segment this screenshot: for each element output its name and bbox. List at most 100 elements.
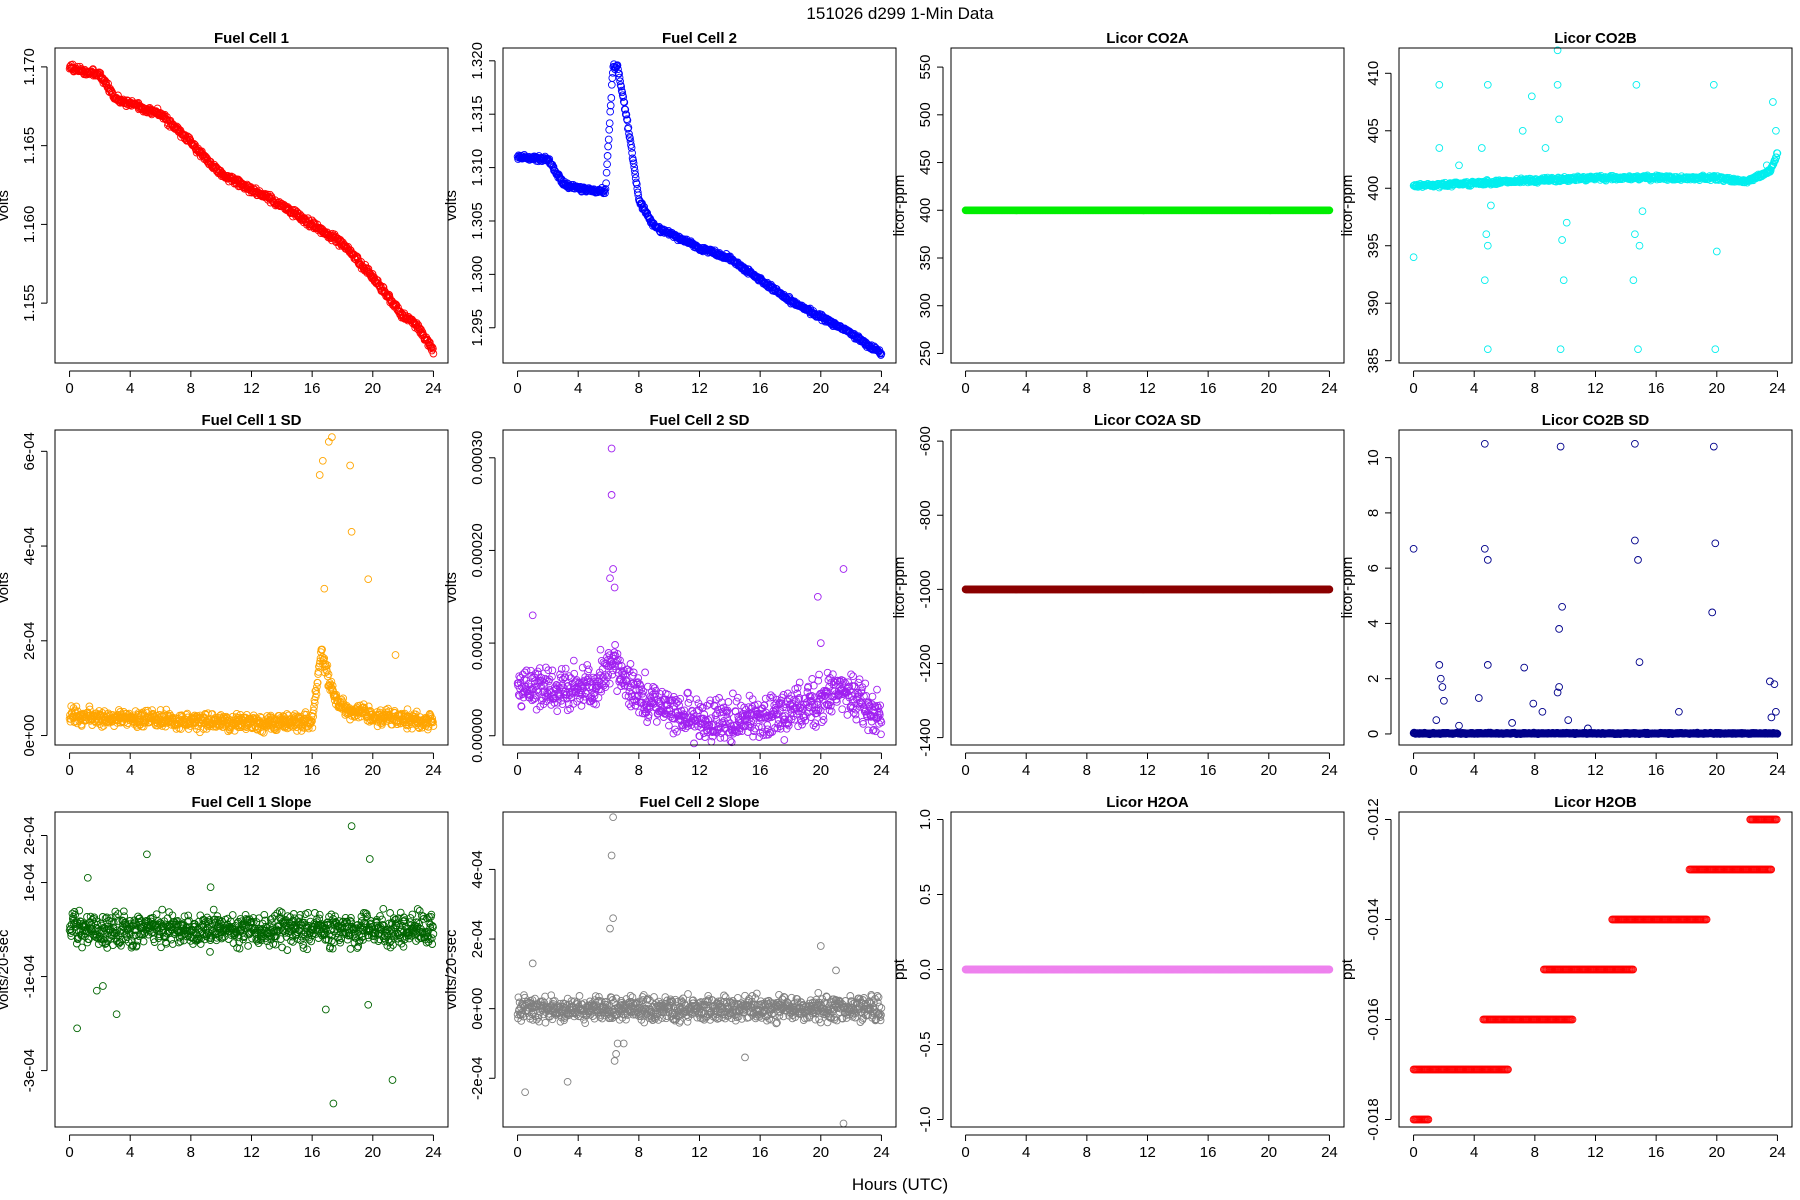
fuel-cell-2-y-tick-label: 1.295 — [469, 309, 486, 347]
fuel-cell-2-point — [618, 88, 627, 97]
fuel-cell-1-y-tick-label: 1.170 — [21, 48, 38, 86]
fuel-cell-2-y-label: volts — [443, 190, 460, 221]
licor-co2b-point — [1409, 253, 1418, 262]
fuel-cell-2-sd-point — [643, 718, 651, 726]
fuel-cell-2-sd-y-tick-label: 0.00000 — [469, 709, 486, 763]
fuel-cell-2-y-tick-label: 1.305 — [469, 202, 486, 240]
licor-co2a-point — [1325, 206, 1334, 215]
licor-co2a-y-tick-label: 450 — [917, 150, 934, 175]
licor-co2a-sd-panel: Licor CO2A SD0 4 8 12 16 20 24-1400-1200-1000-… — [891, 412, 1345, 779]
fuel-cell-2-sd-point — [548, 666, 557, 675]
fuel-cell-2-sd-point — [838, 705, 847, 714]
fuel-cell-2-point — [631, 170, 640, 179]
fuel-cell-2-point — [628, 149, 636, 157]
fuel-cell-2-x-tick-label: 8 — [635, 380, 643, 397]
licor-co2b-point — [1711, 345, 1720, 354]
fuel-cell-2-sd-points — [513, 444, 886, 748]
fuel-cell-2-title: Fuel Cell 2 — [662, 30, 737, 47]
figure-title: 151026 d299 1-Min Data — [806, 4, 994, 23]
fuel-cell-2-point — [613, 61, 622, 70]
licor-co2a-sd-title: Licor CO2A SD — [1094, 412, 1201, 429]
fuel-cell-1-sd-x-tick-label: 16 — [304, 762, 321, 779]
licor-co2a-y-tick-label: 300 — [917, 293, 934, 318]
licor-co2b-x-tick-label: 24 — [1769, 380, 1786, 397]
fuel-cell-2-sd-point — [665, 721, 673, 730]
fuel-cell-2-sd-point — [847, 670, 855, 679]
fuel-cell-2-sd-point — [686, 695, 694, 703]
fuel-cell-2-point — [603, 152, 612, 160]
fuel-cell-2-y-tick-label: 1.310 — [469, 149, 486, 187]
fuel-cell-1-x-tick-label: 8 — [187, 380, 195, 397]
fuel-cell-2-sd-point — [611, 641, 619, 649]
licor-co2a-title: Licor CO2A — [1106, 30, 1189, 47]
licor-co2a-x-tick-label: 16 — [1200, 380, 1217, 397]
licor-co2b-point — [1709, 80, 1718, 89]
fuel-cell-2-sd-x-tick-label: 16 — [752, 762, 769, 779]
licor-co2a-y-tick-label: 350 — [917, 245, 934, 270]
fuel-cell-2-panel: Fuel Cell 20 4 8 12 16 20 241.2951.3001.3051.3… — [443, 30, 897, 397]
fuel-cell-1-sd-point — [391, 651, 400, 659]
licor-co2b-y-tick-label: 390 — [1365, 291, 1382, 316]
fuel-cell-1-sd-point — [347, 527, 356, 536]
fuel-cell-1-point — [429, 344, 437, 353]
fuel-cell-2-point — [604, 135, 613, 144]
fuel-cell-2-point — [605, 119, 614, 128]
fuel-cell-1-sd-point — [346, 461, 354, 470]
fuel-cell-1-sd-point — [313, 678, 322, 687]
fuel-cell-2-sd-x-tick-label: 24 — [873, 762, 890, 779]
fuel-cell-2-sd-title: Fuel Cell 2 SD — [649, 412, 749, 429]
licor-co2a-x-tick-label: 12 — [1139, 380, 1156, 397]
fuel-cell-2-sd-point — [813, 592, 822, 601]
licor-co2b-x-tick-label: 16 — [1648, 380, 1665, 397]
licor-co2a-y-tick-label: 500 — [917, 102, 934, 127]
licor-co2b-point — [1555, 115, 1563, 124]
fuel-cell-1-sd-points — [65, 433, 438, 737]
fuel-cell-2-point — [624, 123, 633, 132]
fuel-cell-2-point — [617, 82, 626, 91]
fuel-cell-2-point — [877, 349, 886, 358]
fuel-cell-2-point — [604, 142, 612, 151]
fuel-cell-2-point — [622, 110, 631, 119]
fuel-cell-2-sd-x-tick-label: 8 — [635, 762, 643, 779]
fuel-cell-1-x-tick-label: 12 — [243, 380, 260, 397]
fuel-cell-1-sd-title: Fuel Cell 1 SD — [201, 412, 301, 429]
licor-co2b-point — [1483, 80, 1492, 89]
fuel-cell-2-sd-point — [528, 611, 537, 620]
fuel-cell-1-sd-y-tick-label: 0e+00 — [21, 714, 38, 756]
fuel-cell-2-x-tick-label: 24 — [873, 380, 890, 397]
fuel-cell-1-sd-y-label: volts — [0, 572, 12, 603]
fuel-cell-2-x-tick-label: 12 — [691, 380, 708, 397]
fuel-cell-2-point — [615, 73, 624, 82]
licor-co2b-y-tick-label: 410 — [1365, 61, 1382, 86]
licor-co2b-point — [1518, 126, 1527, 135]
licor-co2a-x-tick-label: 0 — [961, 380, 969, 397]
fuel-cell-1-point — [104, 79, 112, 88]
licor-co2b-point — [1482, 230, 1491, 239]
licor-co2b-x-tick-label: 12 — [1587, 380, 1604, 397]
fuel-cell-2-point — [625, 129, 633, 138]
licor-co2b-point — [1635, 241, 1644, 250]
licor-co2b-point — [1527, 92, 1536, 101]
fuel-cell-1-sd-point — [328, 433, 336, 441]
fuel-cell-2-y-tick-label: 1.320 — [469, 42, 486, 80]
licor-co2b-point — [1558, 236, 1566, 244]
fuel-cell-2-point — [606, 101, 615, 110]
fuel-cell-2-point — [602, 168, 611, 177]
licor-co2b-y-tick-label: 395 — [1365, 233, 1382, 258]
licor-co2b-point — [1480, 276, 1489, 285]
fuel-cell-1-panel: Fuel Cell 10 4 8 12 16 20 241.1551.1601.1651.1… — [0, 30, 449, 397]
fuel-cell-2-sd-point — [592, 700, 600, 709]
fuel-cell-1-sd-x-tick-label: 0 — [65, 762, 73, 779]
licor-co2b-point — [1435, 144, 1444, 152]
fuel-cell-1-frame — [54, 47, 449, 364]
fuel-cell-2-sd-point — [692, 695, 701, 704]
fuel-cell-2-point — [606, 107, 615, 116]
licor-co2b-point — [1541, 144, 1550, 152]
licor-co2b-x-tick-label: 4 — [1470, 380, 1478, 397]
fuel-cell-2-sd-point — [607, 491, 616, 499]
licor-co2b-point — [1632, 80, 1641, 89]
licor-co2b-point — [1556, 345, 1565, 354]
licor-co2b-point — [1769, 98, 1777, 106]
fuel-cell-2-y-tick-label: 1.315 — [469, 95, 486, 133]
